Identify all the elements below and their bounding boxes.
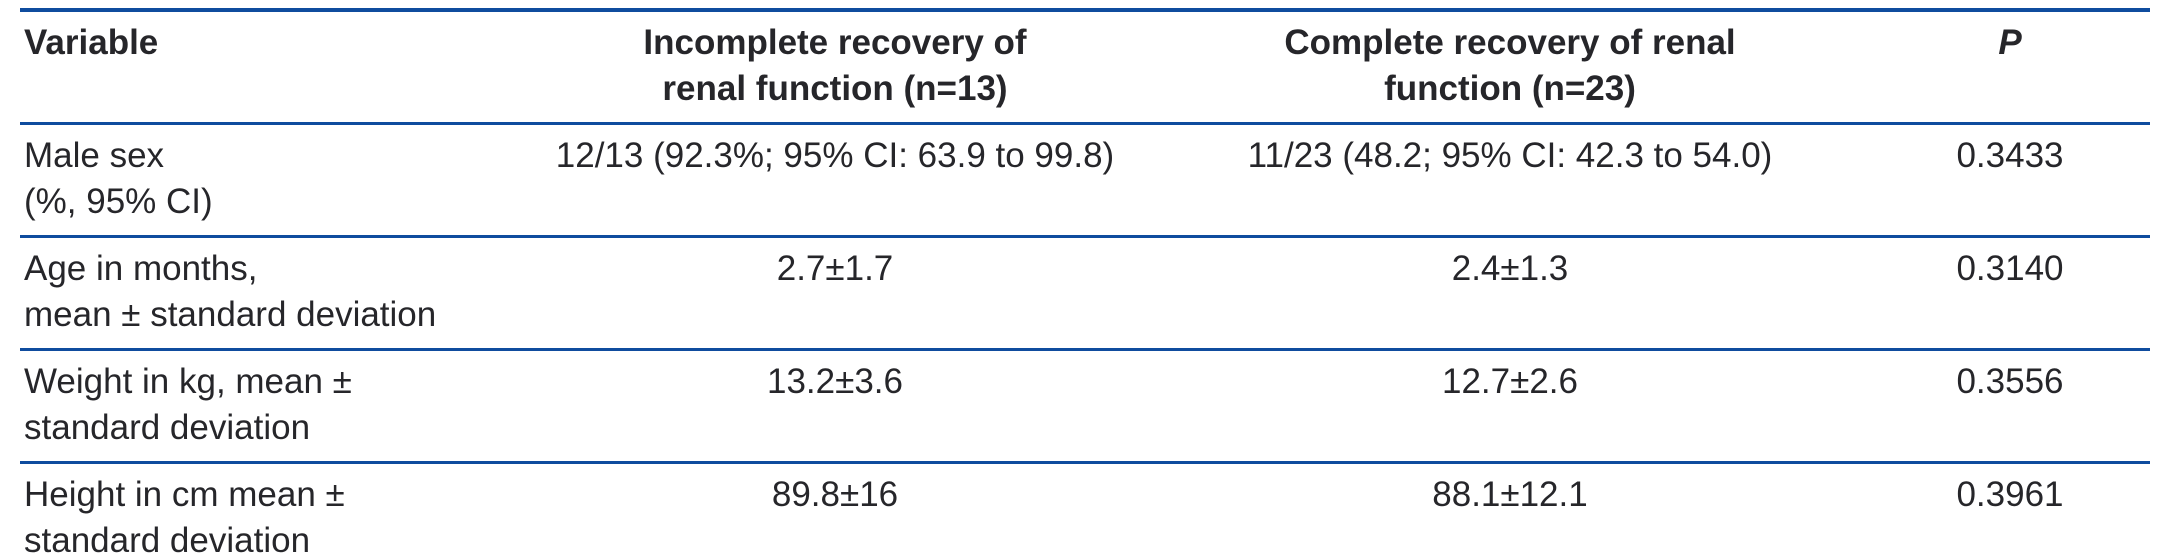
cell-p-value: 0.3140 <box>1956 249 2064 288</box>
cell-variable-label: Male sex (%, 95% CI) <box>24 136 213 221</box>
table-row-male-sex: Male sex (%, 95% CI) 12/13 (92.3%; 95% C… <box>20 124 2150 237</box>
header-row: Variable Incomplete recovery of renal fu… <box>20 10 2150 125</box>
patient-characteristics-table: Variable Incomplete recovery of renal fu… <box>20 8 2150 557</box>
cell-complete-value: 12.7±2.6 <box>1442 362 1578 401</box>
header-p-value: P <box>1870 10 2150 125</box>
cell-variable-label: Weight in kg, mean ± standard deviation <box>24 362 352 447</box>
header-variable: Variable <box>20 10 520 125</box>
cell-incomplete-value: 2.7±1.7 <box>776 249 894 288</box>
table-body: Male sex (%, 95% CI) 12/13 (92.3%; 95% C… <box>20 124 2150 557</box>
cell-variable-label: Height in cm mean ± standard deviation <box>24 475 345 557</box>
cell-p-value: 0.3433 <box>1956 136 2064 175</box>
cell-p-value: 0.3961 <box>1956 475 2064 514</box>
cell-incomplete-value: 13.2±3.6 <box>767 362 903 401</box>
cell-p-value: 0.3556 <box>1956 362 2064 401</box>
table-row-weight: Weight in kg, mean ± standard deviation … <box>20 350 2150 463</box>
cell-complete-value: 88.1±12.1 <box>1432 475 1588 514</box>
cell-incomplete-value: 89.8±16 <box>771 475 899 514</box>
cell-incomplete-value: 12/13 (92.3%; 95% CI: 63.9 to 99.8) <box>555 136 1115 175</box>
cell-complete-value: 11/23 (48.2; 95% CI: 42.3 to 54.0) <box>1247 136 1773 175</box>
table-row-height: Height in cm mean ± standard deviation 8… <box>20 463 2150 557</box>
cell-complete-value: 2.4±1.3 <box>1451 249 1569 288</box>
header-incomplete-recovery: Incomplete recovery of renal function (n… <box>520 10 1150 125</box>
header-complete-recovery: Complete recovery of renal function (n=2… <box>1150 10 1870 125</box>
cell-variable-label: Age in months, mean ± standard deviation <box>24 249 437 334</box>
table-row-age: Age in months, mean ± standard deviation… <box>20 237 2150 350</box>
table-header: Variable Incomplete recovery of renal fu… <box>20 10 2150 125</box>
